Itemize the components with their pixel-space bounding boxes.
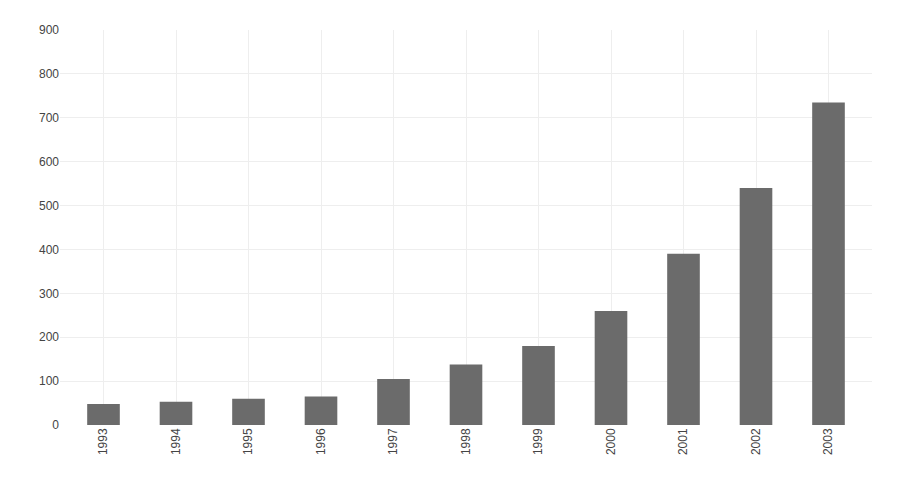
svg-text:100: 100 bbox=[39, 374, 59, 388]
svg-text:500: 500 bbox=[39, 199, 59, 213]
svg-text:300: 300 bbox=[39, 287, 59, 301]
svg-text:1999: 1999 bbox=[531, 428, 545, 455]
svg-text:1994: 1994 bbox=[169, 428, 183, 455]
svg-text:2001: 2001 bbox=[676, 428, 690, 455]
svg-text:600: 600 bbox=[39, 155, 59, 169]
svg-text:400: 400 bbox=[39, 243, 59, 257]
svg-text:1996: 1996 bbox=[314, 428, 328, 455]
svg-text:1995: 1995 bbox=[241, 428, 255, 455]
svg-text:1998: 1998 bbox=[459, 428, 473, 455]
svg-text:2002: 2002 bbox=[749, 428, 763, 455]
svg-text:800: 800 bbox=[39, 67, 59, 81]
svg-text:700: 700 bbox=[39, 111, 59, 125]
svg-text:0: 0 bbox=[52, 418, 59, 432]
svg-text:1997: 1997 bbox=[386, 428, 400, 455]
svg-text:2000: 2000 bbox=[604, 428, 618, 455]
svg-text:200: 200 bbox=[39, 330, 59, 344]
svg-text:1993: 1993 bbox=[96, 428, 110, 455]
svg-text:900: 900 bbox=[39, 23, 59, 37]
svg-text:2003: 2003 bbox=[821, 428, 835, 455]
